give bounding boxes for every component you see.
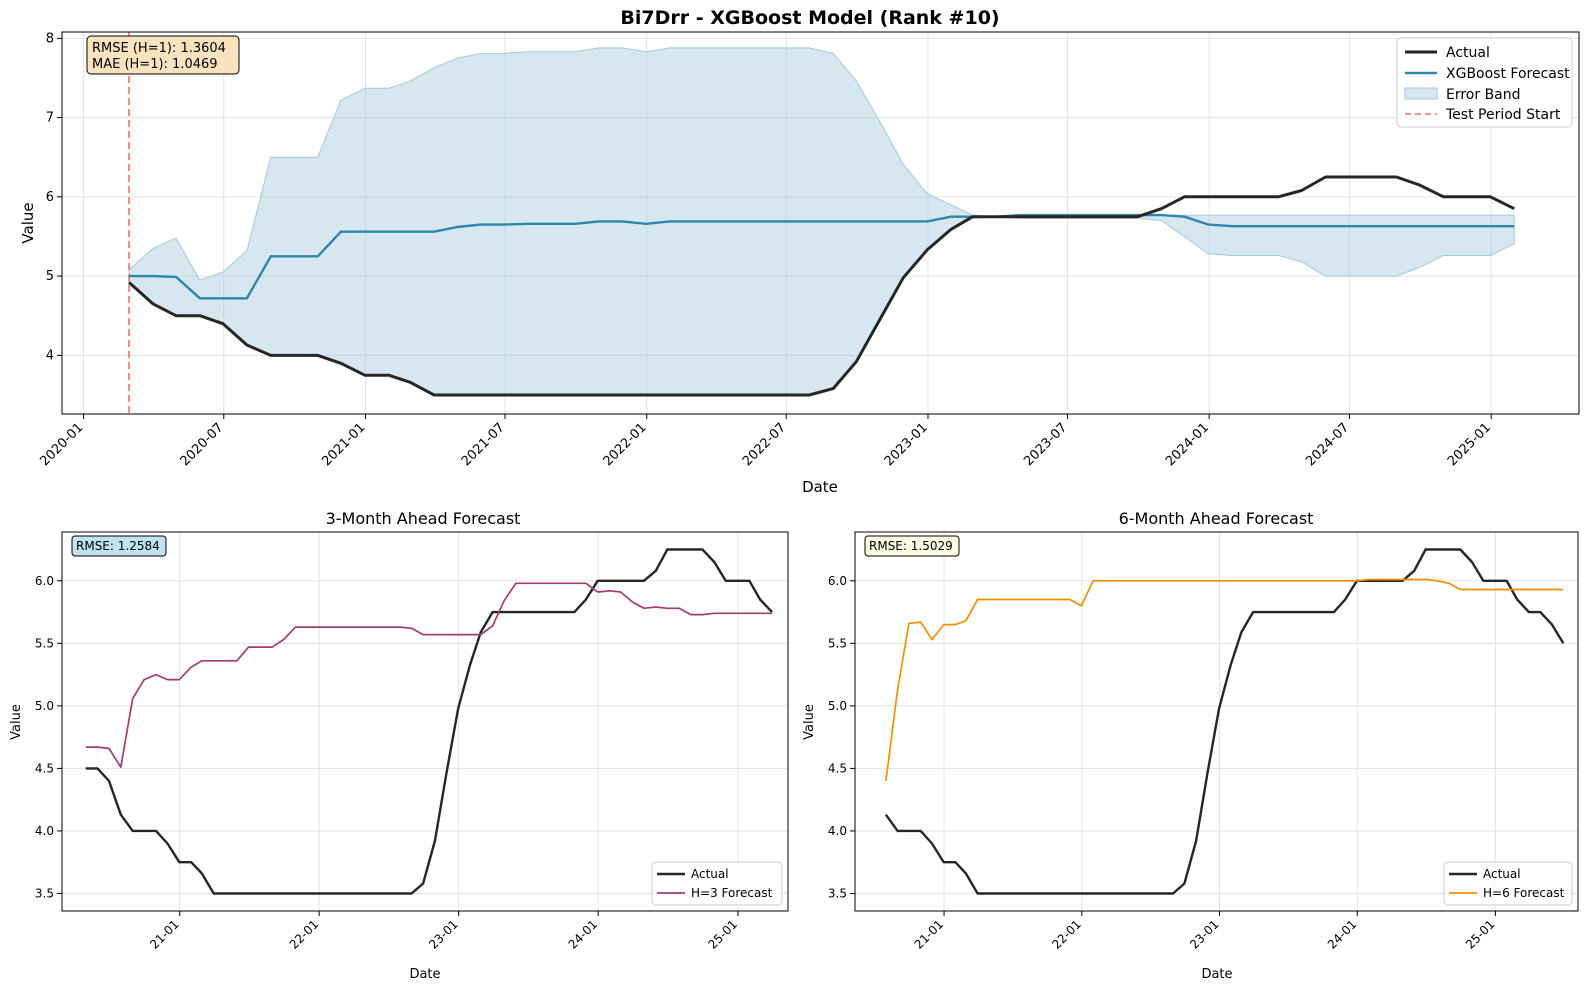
x-axis-label: Date: [802, 478, 838, 496]
h6-panel-title: 6-Month Ahead Forecast: [1119, 509, 1314, 528]
h3-forecast-line: [85, 582, 772, 769]
y-axis-ticks: 3.5 4.0 4.5 5.0 5.5 6.0: [35, 574, 62, 900]
y-axis-ticks: 3.5 4.0 4.5 5.0 5.5 6.0: [828, 574, 855, 900]
plot-frame: [61, 531, 789, 912]
y-axis-label: Value: [802, 704, 817, 740]
legend-h6-forecast-label: H=6 Forecast: [1483, 886, 1565, 900]
legend-h3-forecast-label: H=3 Forecast: [691, 886, 773, 900]
y-tick-label: 4.0: [828, 824, 847, 838]
legend: Actual XGBoost Forecast Error Band Test …: [1396, 37, 1573, 128]
y-tick-label: 5.5: [828, 636, 847, 650]
legend: Actual H=6 Forecast: [1443, 861, 1573, 906]
rmse-text: RMSE: 1.5029: [869, 539, 953, 553]
y-tick-label: 7: [46, 111, 54, 126]
y-tick-label: 5.0: [828, 699, 847, 713]
y-axis-label: Value: [9, 704, 24, 740]
xgboost-forecast-line: [129, 213, 1515, 300]
h3-panel-title: 3-Month Ahead Forecast: [326, 509, 521, 528]
legend-test-start-label: Test Period Start: [1445, 107, 1561, 123]
legend-actual-label: Actual: [1483, 867, 1521, 881]
metrics-annotation-box: RMSE (H=1): 1.3604 MAE (H=1): 1.0469: [86, 35, 240, 75]
h6-forecast-line: [885, 578, 1564, 782]
y-tick-label: 6: [46, 190, 54, 205]
legend-xgboost-label: XGBoost Forecast: [1446, 66, 1570, 82]
y-tick-label: 4: [46, 348, 54, 363]
y-tick-label: 6.0: [828, 574, 847, 588]
actual-line: [127, 175, 1515, 397]
y-tick-label: 8: [46, 31, 54, 46]
legend-actual-label: Actual: [1446, 45, 1490, 61]
legend-error-band-label: Error Band: [1446, 87, 1521, 103]
rmse-annotation-box: RMSE: 1.5029: [864, 535, 960, 557]
legend: Actual H=3 Forecast: [651, 861, 783, 906]
y-tick-label: 5.5: [35, 636, 54, 650]
legend-error-band-swatch: [1404, 87, 1438, 100]
y-tick-label: 3.5: [828, 886, 847, 900]
y-tick-label: 4.5: [828, 761, 847, 775]
y-tick-label: 5.0: [35, 699, 54, 713]
mae-text: MAE (H=1): 1.0469: [92, 57, 218, 72]
grid: [62, 32, 1579, 414]
y-tick-label: 3.5: [35, 886, 54, 900]
figure-title: Bi7Drr - XGBoost Model (Rank #10): [620, 7, 999, 29]
x-axis-label: Date: [1201, 967, 1232, 982]
actual-line: [85, 548, 773, 895]
x-axis-label: Date: [409, 967, 440, 982]
plot-frame: [854, 531, 1579, 912]
y-tick-label: 4.5: [35, 761, 54, 775]
y-tick-label: 5: [46, 269, 54, 284]
actual-line: [884, 548, 1565, 895]
y-tick-label: 6.0: [35, 574, 54, 588]
legend-actual-label: Actual: [691, 867, 729, 881]
y-axis-label: Value: [19, 202, 37, 243]
rmse-text: RMSE: 1.2584: [76, 539, 160, 553]
plot-frame: [61, 31, 1580, 415]
y-tick-label: 4.0: [35, 824, 54, 838]
rmse-text: RMSE (H=1): 1.3604: [92, 41, 226, 56]
rmse-annotation-box: RMSE: 1.2584: [71, 535, 167, 557]
y-axis-ticks: 4 5 6 7 8: [46, 31, 62, 363]
grid: [855, 532, 1578, 911]
